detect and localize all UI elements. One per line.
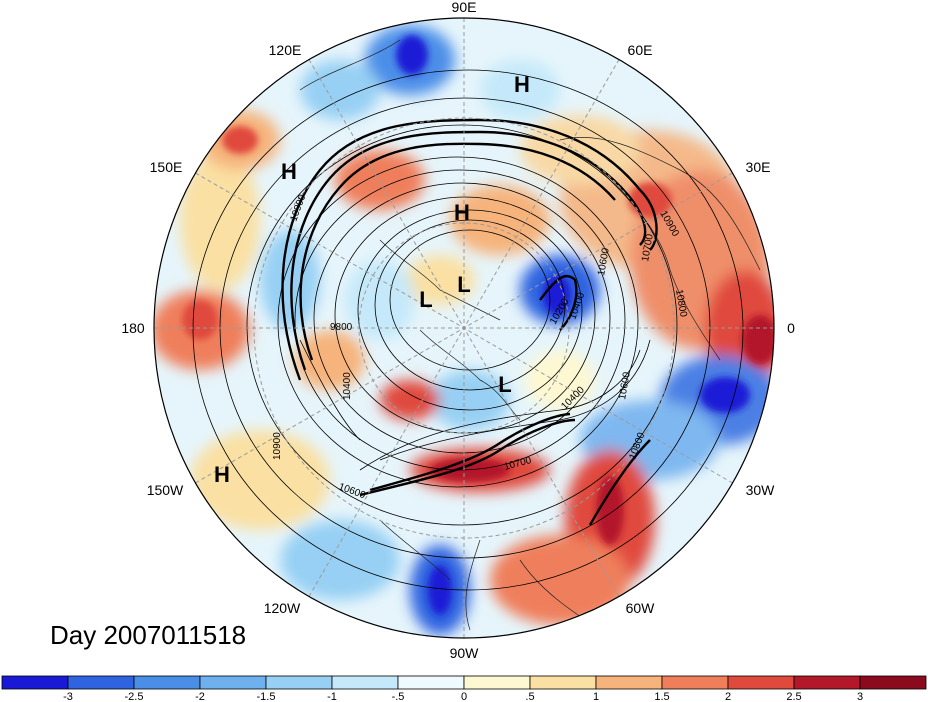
map-boundary bbox=[153, 17, 775, 639]
lon-label-120e: 120E bbox=[269, 42, 302, 58]
graticule bbox=[154, 18, 774, 638]
colorbar-tick-label: 0 bbox=[461, 691, 467, 702]
colorbar-tick-label: 3 bbox=[857, 691, 863, 702]
colorbar-tick-label: 2.5 bbox=[786, 691, 801, 702]
lon-label-60w: 60W bbox=[626, 600, 656, 616]
colorbar: -3 -2.5 -2 -1.5 -1 -.5 0 .5 1 1.5 2 2.5 3 bbox=[1, 675, 927, 702]
contour-label: 10600 bbox=[617, 371, 633, 401]
colorbar-tick-label: -1 bbox=[327, 691, 337, 702]
high-center: H bbox=[281, 159, 297, 184]
high-center: H bbox=[514, 72, 530, 97]
low-center: L bbox=[498, 372, 511, 397]
colorbar-tick-label: 1.5 bbox=[654, 691, 669, 702]
colorbar-swatch bbox=[859, 675, 927, 690]
lon-label-180: 180 bbox=[121, 320, 145, 336]
low-center: L bbox=[419, 287, 432, 312]
colorbar-tick-label: -.5 bbox=[392, 691, 405, 702]
contour-label: 10600 bbox=[596, 247, 612, 277]
colorbar-swatch bbox=[397, 675, 465, 690]
pressure-centers: H H H L L L H bbox=[214, 72, 530, 487]
contour-label: 9800 bbox=[330, 322, 353, 333]
longitude-labels: 90E 60E 30E 0 30W 60W 90W 120W 150W 180 … bbox=[121, 0, 795, 661]
height-contours bbox=[192, 69, 744, 591]
coastlines bbox=[299, 39, 761, 631]
lon-label-150e: 150E bbox=[150, 159, 183, 175]
lon-label-90e: 90E bbox=[452, 0, 477, 15]
colorbar-swatch bbox=[595, 675, 663, 690]
colorbar-tick-label: -2.5 bbox=[125, 691, 144, 702]
contour-label: 10700 bbox=[640, 233, 656, 263]
date-title: Day 2007011518 bbox=[50, 620, 247, 650]
contour-label: 10800 bbox=[673, 289, 689, 319]
colorbar-tick-label: 2 bbox=[725, 691, 731, 702]
lon-label-30e: 30E bbox=[746, 159, 771, 175]
colorbar-swatch bbox=[265, 675, 333, 690]
colorbar-swatch bbox=[727, 675, 795, 690]
lon-label-90w: 90W bbox=[450, 645, 480, 661]
colorbar-tick-label: -1.5 bbox=[257, 691, 276, 702]
lon-label-150w: 150W bbox=[147, 482, 184, 498]
colorbar-tick-label: 1 bbox=[593, 691, 599, 702]
contour-label: 10400 bbox=[342, 372, 353, 400]
lon-label-120w: 120W bbox=[264, 600, 301, 616]
colorbar-swatch bbox=[463, 675, 531, 690]
colorbar-swatch bbox=[529, 675, 597, 690]
colorbar-swatch bbox=[133, 675, 201, 690]
colorbar-swatch bbox=[331, 675, 399, 690]
colorbar-swatch bbox=[661, 675, 729, 690]
low-center: L bbox=[457, 272, 470, 297]
colorbar-tick-label: -2 bbox=[195, 691, 205, 702]
jet-contours bbox=[281, 118, 658, 526]
colorbar-swatch bbox=[793, 675, 861, 690]
contour-label: 10900 bbox=[272, 432, 283, 460]
colorbar-swatch bbox=[1, 675, 69, 690]
high-center: H bbox=[454, 200, 470, 225]
lon-label-60e: 60E bbox=[628, 42, 653, 58]
colorbar-tick-label: -3 bbox=[63, 691, 73, 702]
colorbar-swatch bbox=[199, 675, 267, 690]
anomaly-shading bbox=[154, 18, 774, 638]
colorbar-swatch bbox=[67, 675, 135, 690]
lon-label-0: 0 bbox=[787, 320, 795, 336]
lon-label-30w: 30W bbox=[746, 482, 776, 498]
colorbar-tick-label: .5 bbox=[525, 691, 534, 702]
high-center: H bbox=[214, 462, 230, 487]
